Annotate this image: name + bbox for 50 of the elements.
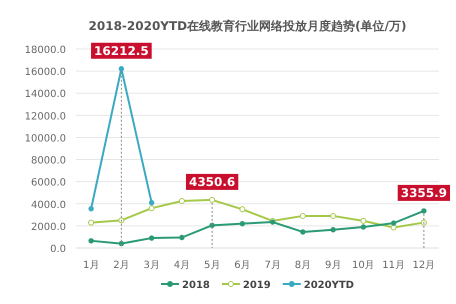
legend-label: 2019 <box>242 280 271 291</box>
y-tick-label: 4000.0 <box>31 200 66 211</box>
x-tick-label: 12月 <box>412 260 436 271</box>
x-tick-label: 9月 <box>324 260 342 271</box>
y-tick-label: 2000.0 <box>31 222 66 233</box>
point <box>300 212 306 219</box>
point <box>209 196 216 203</box>
point <box>360 224 366 230</box>
point <box>148 205 155 212</box>
point <box>300 229 306 235</box>
x-tick-label: 4月 <box>174 260 190 271</box>
point <box>179 234 185 240</box>
point <box>148 200 154 206</box>
y-tick-label: 14000.0 <box>24 89 66 100</box>
x-tick-label: 2月 <box>113 260 130 271</box>
point <box>390 220 396 226</box>
point <box>88 206 94 212</box>
y-tick-label: 16000.0 <box>24 67 66 78</box>
x-tick-label: 5月 <box>204 260 220 271</box>
legend-label: 2018 <box>182 280 210 291</box>
point <box>330 227 336 232</box>
point <box>148 235 154 241</box>
y-tick-label: 12000.0 <box>24 111 66 122</box>
x-tick-label: 11月 <box>382 260 405 271</box>
point <box>88 238 94 244</box>
y-tick-label: 0.0 <box>50 244 66 255</box>
point <box>118 66 124 72</box>
point <box>239 206 246 212</box>
y-tick-label: 6000.0 <box>31 178 66 189</box>
chart-title: 2018-2020YTD在线教育行业网络投放月度趋势(单位/万) <box>88 19 406 33</box>
x-tick-label: 6月 <box>234 260 251 271</box>
data-label: 4350.6 <box>188 174 236 189</box>
x-tick-label: 8月 <box>294 260 312 271</box>
legend-label: 2020YTD <box>304 280 354 291</box>
point <box>240 220 246 226</box>
x-tick-label: 7月 <box>264 260 281 271</box>
point <box>330 212 336 219</box>
x-tick-label: 1月 <box>82 260 100 271</box>
y-tick-label: 18000.0 <box>24 45 66 56</box>
x-tick-label: 10月 <box>352 260 375 271</box>
x-tick-label: 3月 <box>143 260 160 271</box>
data-label: 3355.9 <box>400 186 448 200</box>
point <box>178 198 185 204</box>
point <box>390 224 397 231</box>
y-tick-label: 8000.0 <box>31 156 66 167</box>
point <box>88 220 94 226</box>
data-label: 16212.5 <box>94 44 149 58</box>
point <box>360 218 366 224</box>
point <box>421 208 427 214</box>
y-tick-label: 10000.0 <box>24 133 66 144</box>
